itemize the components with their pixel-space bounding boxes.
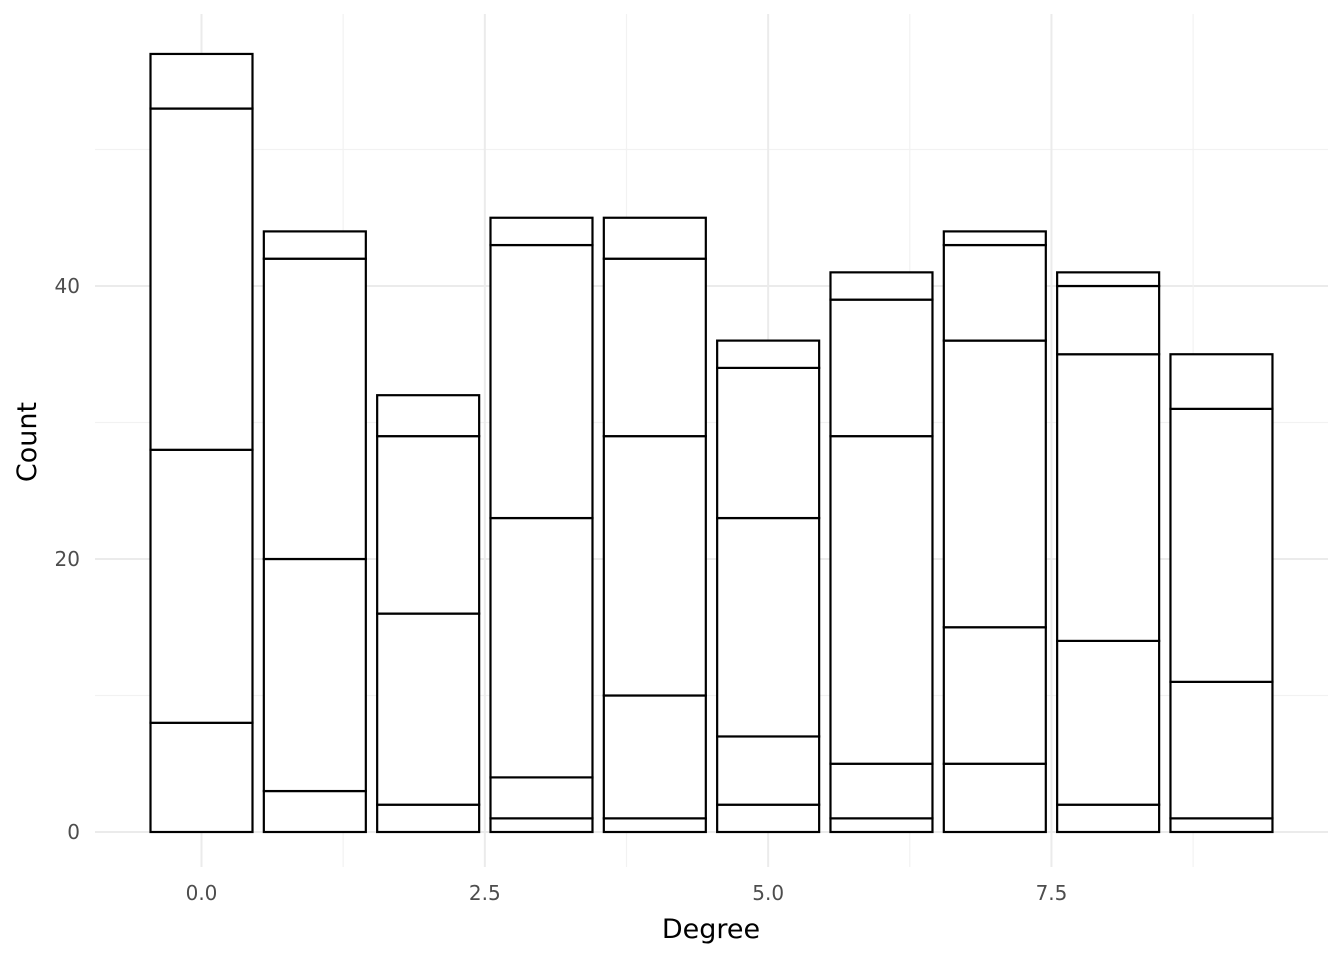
y-axis-title: Count <box>12 402 43 482</box>
bar-segment <box>942 339 1047 629</box>
bar-segment <box>829 435 934 765</box>
bar-segment <box>489 817 594 834</box>
bar-segment <box>489 216 594 247</box>
bar-stack <box>376 394 481 834</box>
bar-segment <box>829 817 934 834</box>
bar-segment <box>602 435 707 697</box>
bar-segment <box>942 243 1047 342</box>
y-tick-label: 40 <box>55 274 80 298</box>
bar-stack <box>716 339 821 834</box>
bar-segment <box>602 216 707 260</box>
bar-segment <box>602 257 707 438</box>
bar-segment <box>149 721 254 834</box>
bar-segment <box>1056 353 1161 642</box>
bar-segment <box>1169 407 1274 683</box>
bar-segment <box>376 803 481 834</box>
bar-segment <box>716 803 821 834</box>
bar-segment <box>376 612 481 806</box>
x-tick-label: 5.0 <box>752 881 784 905</box>
bar-stack <box>1169 353 1274 834</box>
x-tick-label: 0.0 <box>186 881 218 905</box>
bars <box>149 52 1274 834</box>
y-tick-label: 0 <box>67 820 80 844</box>
bar-segment <box>602 817 707 834</box>
y-axis-ticks: 0 20 40 <box>55 274 80 844</box>
bar-segment <box>1056 803 1161 834</box>
bar-segment <box>716 339 821 370</box>
bar-segment <box>829 271 934 301</box>
bar-segment <box>376 394 481 438</box>
bar-segment <box>942 230 1047 247</box>
bar-segment <box>829 298 934 438</box>
bar-segment <box>262 557 367 793</box>
x-tick-label: 7.5 <box>1036 881 1068 905</box>
x-tick-label: 2.5 <box>469 881 501 905</box>
bar-stack <box>942 230 1047 834</box>
bar-segment <box>716 516 821 738</box>
bar-segment <box>489 776 594 820</box>
bar-segment <box>489 243 594 520</box>
bar-segment <box>262 789 367 834</box>
bar-segment <box>1056 271 1161 288</box>
bar-segment <box>262 230 367 260</box>
bar-segment <box>1056 639 1161 806</box>
bar-segment <box>942 762 1047 834</box>
bar-stack <box>829 271 934 834</box>
bar-segment <box>602 694 707 820</box>
bar-stack <box>262 230 367 834</box>
x-axis-ticks: 0.0 2.5 5.0 7.5 <box>186 881 1068 905</box>
bar-stack <box>602 216 707 834</box>
bar-stack <box>149 52 254 834</box>
bar-segment <box>942 626 1047 765</box>
bar-stack <box>1056 271 1161 834</box>
bar-segment <box>149 107 254 451</box>
bar-segment <box>716 366 821 520</box>
bar-segment <box>716 735 821 806</box>
bar-segment <box>1056 284 1161 356</box>
bar-segment <box>489 516 594 779</box>
bar-segment <box>829 762 934 820</box>
bar-segment <box>1169 680 1274 820</box>
bar-segment <box>1169 353 1274 410</box>
bar-segment <box>262 257 367 561</box>
bar-segment <box>376 435 481 615</box>
x-axis-title: Degree <box>662 914 760 945</box>
y-tick-label: 20 <box>55 547 80 571</box>
bar-segment <box>1169 817 1274 834</box>
bar-segment <box>149 52 254 110</box>
bar-stack <box>489 216 594 834</box>
bar-segment <box>149 448 254 724</box>
